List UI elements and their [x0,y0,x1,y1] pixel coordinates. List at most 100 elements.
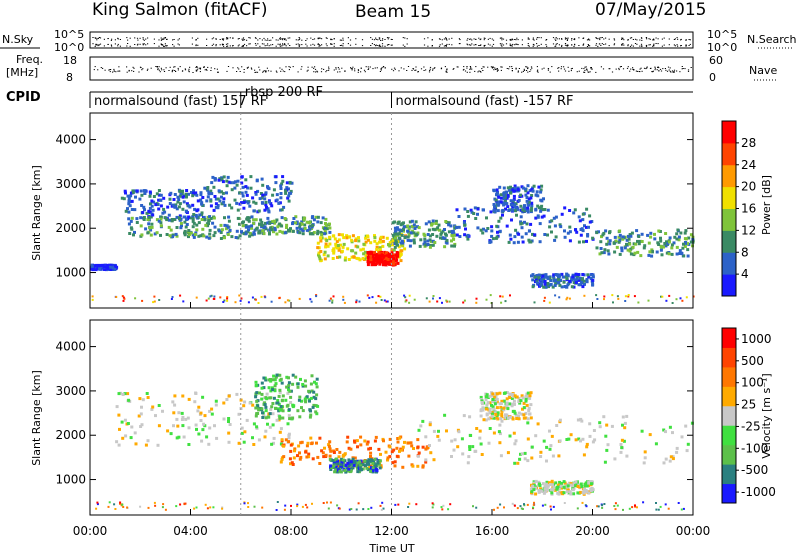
data-cell [91,267,95,271]
search-point [501,45,503,47]
data-cell [499,193,503,197]
data-cell [563,285,567,288]
data-cell [309,382,313,386]
data-cell [604,434,608,438]
data-cell [516,461,520,465]
freq-point [270,70,272,72]
data-cell [284,398,288,402]
data-cell [343,258,347,262]
data-cell [369,455,372,458]
data-cell [197,234,201,238]
noise-point [532,37,534,39]
noise-point [648,38,650,40]
freq-point [199,67,202,69]
data-cell [629,252,633,256]
data-cell [497,219,501,223]
data-cell [595,294,598,297]
search-point [388,44,390,45]
data-cell [521,210,525,214]
data-cell [536,194,540,198]
data-cell [510,203,514,207]
data-cell [175,234,179,238]
data-cell [291,229,295,233]
data-cell [689,240,693,244]
data-cell [504,207,507,211]
data-cell [568,230,572,234]
freq-point [100,67,102,69]
freq-point [398,70,400,72]
data-cell [223,223,227,227]
data-cell [621,235,625,239]
data-cell [543,296,546,299]
freq-point [654,67,656,69]
data-cell [394,503,397,506]
data-cell [543,282,547,286]
search-point [98,44,100,46]
data-cell [165,233,169,236]
noise-point [95,37,97,39]
noise-point [649,38,651,40]
data-cell [513,186,517,190]
data-cell [568,490,572,494]
data-cell [505,190,509,194]
freq-point [267,70,270,72]
data-cell [492,407,496,411]
freq-point [515,67,517,69]
freq-point [581,67,583,69]
data-cell [310,300,313,303]
data-cell [268,412,272,416]
noise-point [173,39,175,40]
data-cell [450,439,454,443]
freq-point [651,71,653,73]
data-cell [273,389,277,393]
data-cell [441,301,443,304]
data-cell [598,252,602,256]
data-cell [329,449,333,453]
data-cell [173,218,177,221]
data-cell [275,198,279,202]
data-cell [493,209,497,213]
data-cell [672,241,676,245]
noise-point [97,37,99,39]
data-cell [170,298,173,300]
data-cell [328,226,332,230]
search-point [657,43,659,45]
data-cell [324,245,328,249]
data-cell [531,273,535,277]
data-cell [322,455,326,459]
noise-point [582,37,584,39]
data-cell [315,385,319,389]
data-cell [445,299,448,302]
data-cell [572,492,576,496]
data-cell [416,225,419,229]
noise-point [613,39,616,41]
data-cell [359,464,363,468]
search-point [172,44,174,46]
data-cell [210,407,214,411]
data-cell [543,299,546,302]
data-cell [668,294,671,297]
freq-point [321,68,323,70]
data-cell [235,229,239,233]
data-cell [523,187,527,191]
search-point [111,45,113,47]
data-cell [289,449,293,453]
data-cell [286,299,289,302]
data-cell [436,226,440,230]
noise-point [484,37,486,39]
data-cell [324,222,327,225]
freq-point [158,69,160,71]
data-cell [200,213,204,217]
nsearch-label: N.Search [747,33,797,46]
data-cell [181,195,185,199]
data-cell [189,231,193,235]
search-point [145,44,147,46]
data-cell [240,431,244,435]
data-cell [507,188,511,192]
freq-point [571,67,573,69]
search-point [533,44,535,46]
data-cell [535,279,539,283]
freq-point [432,69,434,71]
noise-tick-bottom-right: 10^0 [707,41,737,54]
freq-point [328,69,330,71]
